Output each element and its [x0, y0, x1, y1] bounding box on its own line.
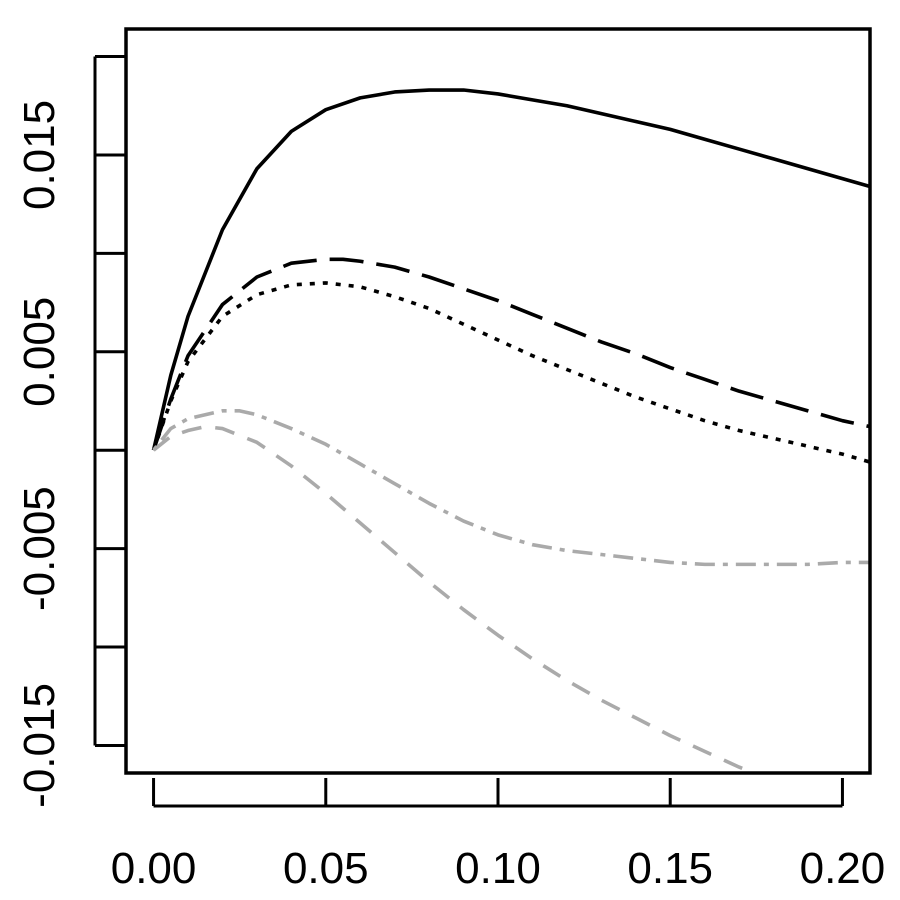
series-line-dashed: [152, 424, 759, 773]
x-tick-label: 0.15: [627, 844, 713, 893]
series-line-dotdash: [152, 409, 870, 567]
x-tick-label: 0.05: [283, 844, 369, 893]
y-tick-label: -0.015: [15, 683, 64, 808]
series-line-dotted: [151, 281, 870, 464]
series-line-longdash: [151, 257, 870, 451]
series-layer: [151, 88, 870, 773]
y-tick-label: 0.005: [15, 297, 64, 407]
x-tick-label: 0.00: [111, 844, 197, 893]
axis-layer: 0.00 0.05 0.10 0.15 0.20 -0.015 -0.005 0.005 0.0…: [15, 55, 886, 893]
x-tick-label: 0.10: [455, 844, 541, 893]
x-tick-label: 0.20: [800, 844, 886, 893]
series-line-solid: [151, 88, 870, 451]
plot-frame: [124, 27, 872, 775]
y-tick-label: -0.005: [15, 486, 64, 611]
y-tick-label: 0.015: [15, 100, 64, 210]
